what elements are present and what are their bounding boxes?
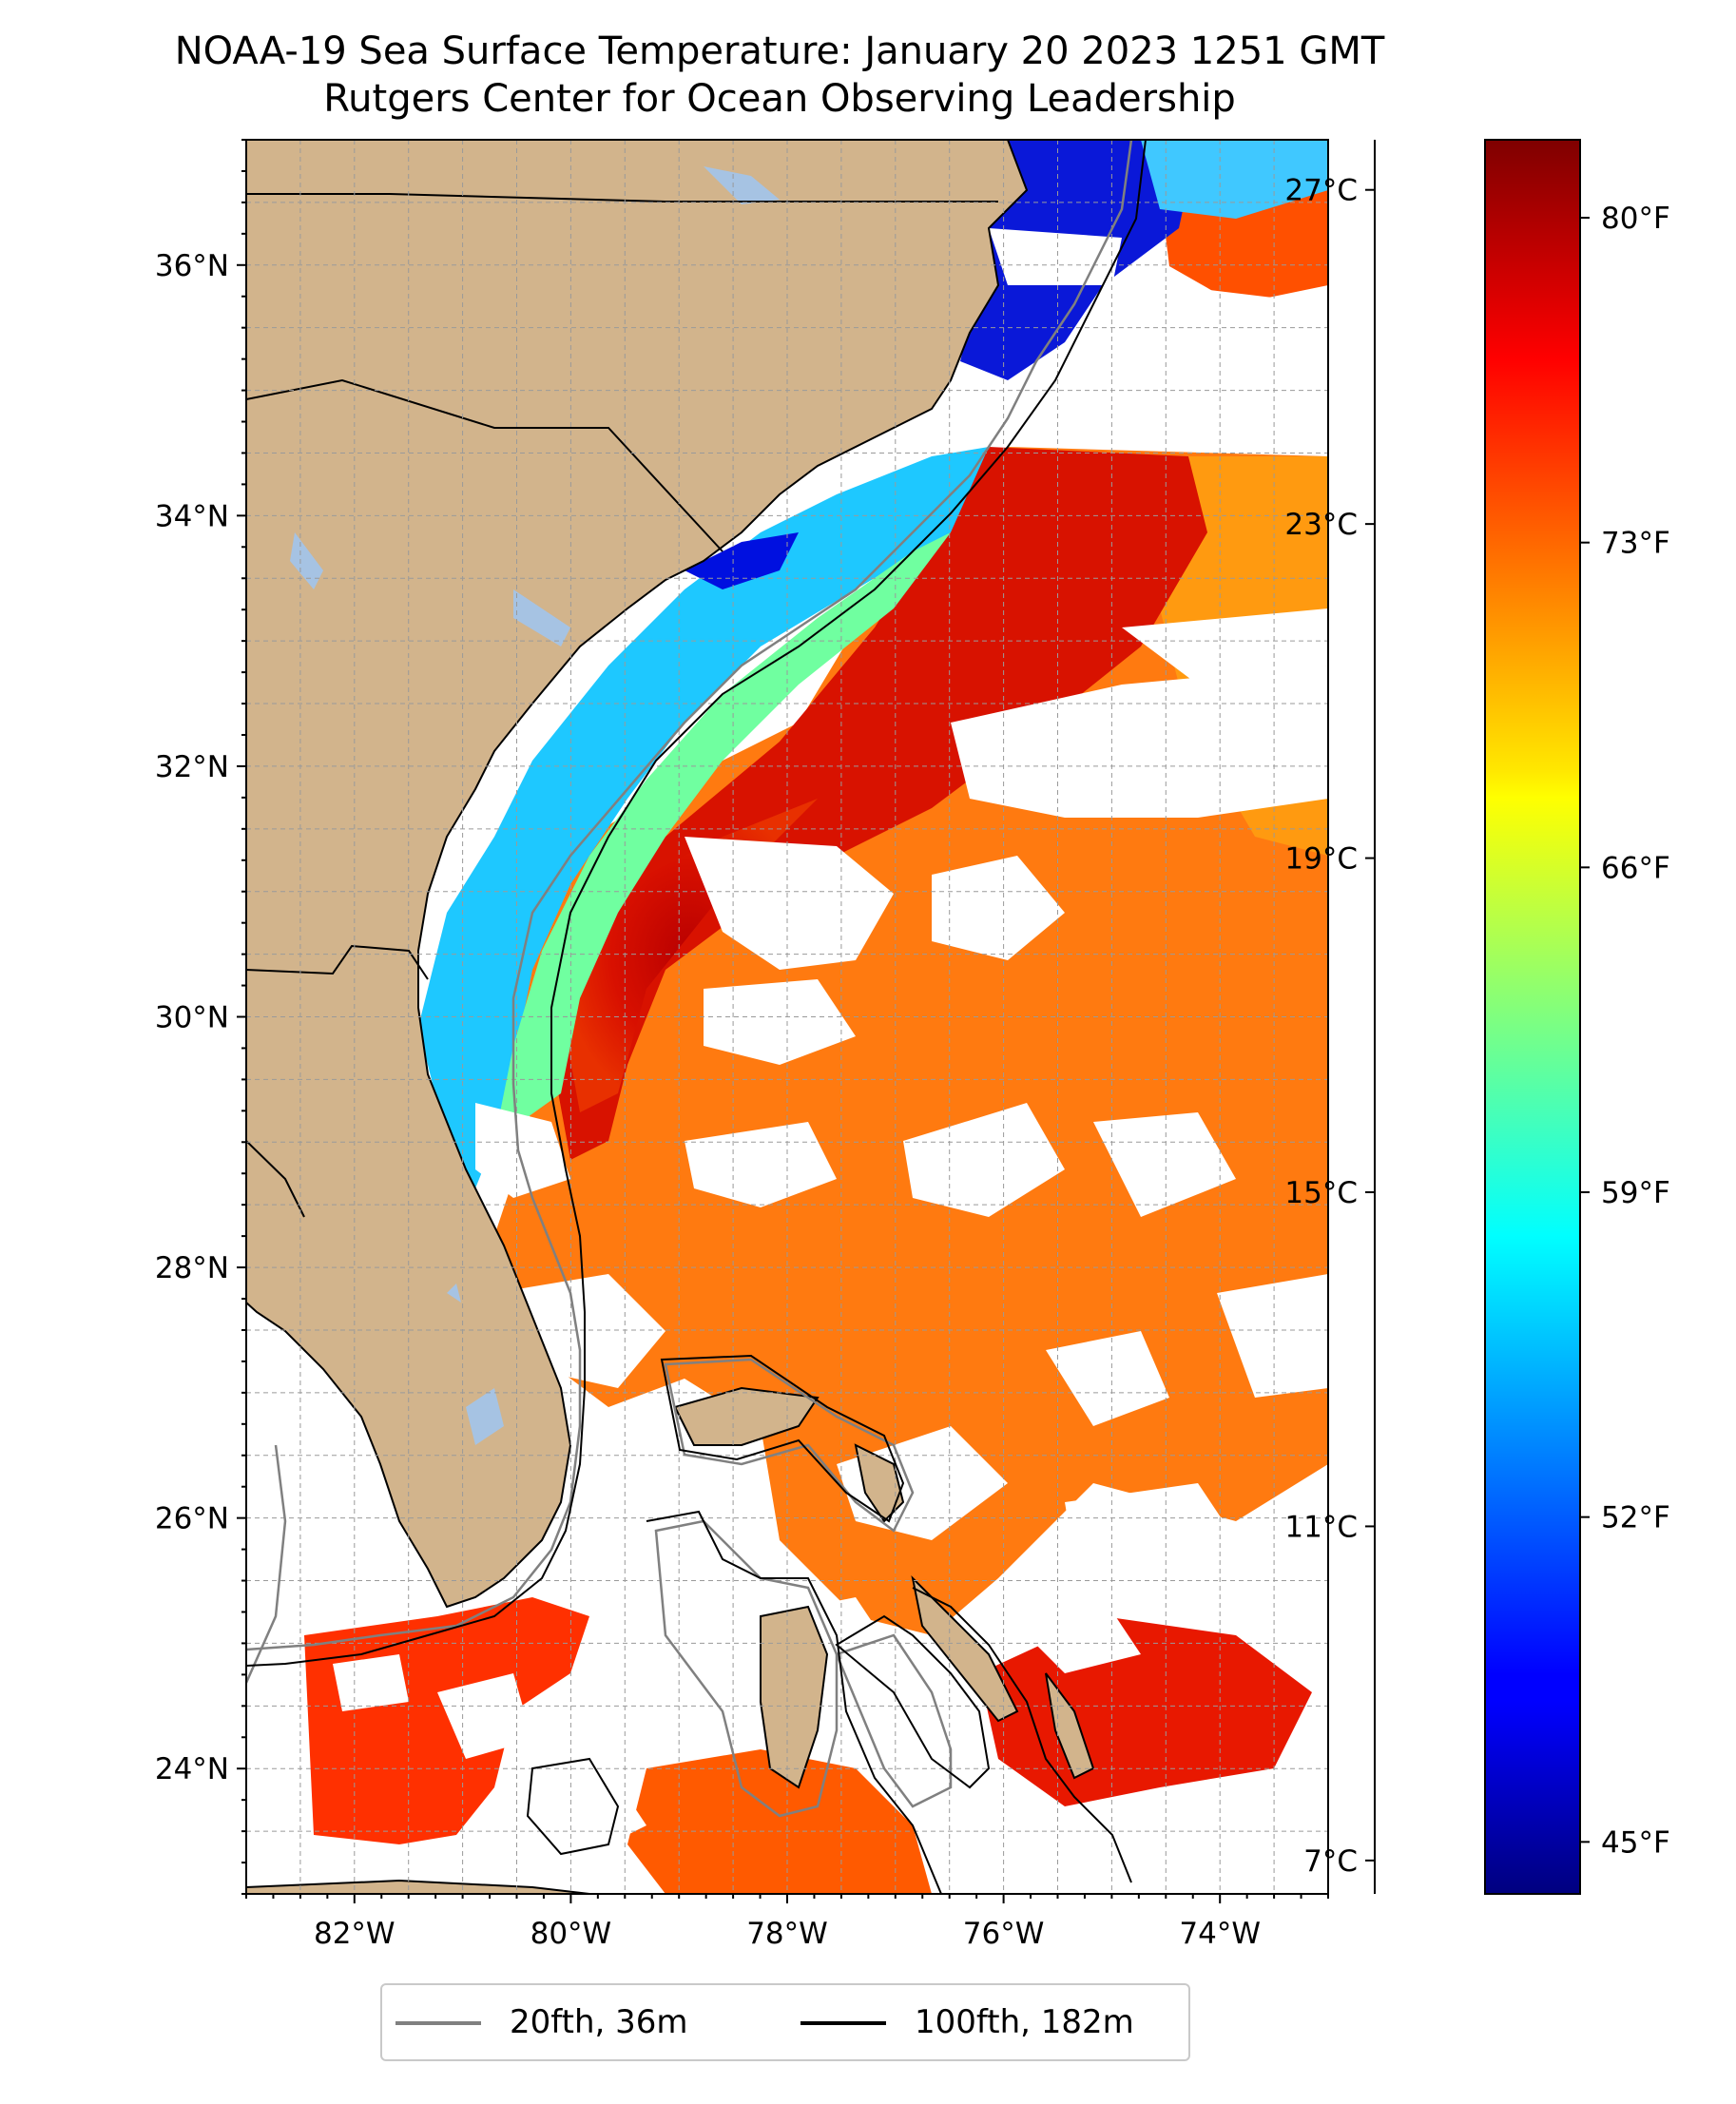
lon-tick-label: 80°W (530, 1917, 612, 1951)
isobath-20fth (246, 140, 1133, 1818)
legend-swatch-20fth (395, 2021, 481, 2025)
lat-tick-label: 26°N (155, 1502, 229, 1536)
sounds-cyan (1141, 140, 1328, 219)
lon-tick-label: 82°W (314, 1917, 395, 1951)
lat-tick-label: 36°N (155, 249, 229, 283)
chart-title: NOAA-19 Sea Surface Temperature: January… (174, 29, 1385, 73)
lat-tick-label: 30°N (155, 1001, 229, 1035)
lat-tick-label: 32°N (155, 750, 229, 784)
sst-field-south-bahamas (627, 1749, 932, 1894)
lat-tick-label: 34°N (155, 499, 229, 533)
land-eleuthera (911, 1574, 1019, 1723)
lat-tick-label: 24°N (155, 1752, 229, 1786)
land-cuba-edge (246, 1879, 590, 1894)
land-southeast-us (246, 140, 1029, 1609)
coastal-deep-blue (685, 532, 799, 589)
map-area (246, 140, 1328, 1894)
inland-water-bodies (290, 166, 780, 1445)
colorbar (1484, 139, 1581, 1895)
chart-subtitle: Rutgers Center for Ocean Observing Leade… (323, 77, 1236, 121)
celsius-tick-label: 11°C (1284, 1510, 1358, 1544)
land-grand-bahama (673, 1386, 820, 1446)
celsius-tick-label: 23°C (1284, 508, 1358, 542)
lon-tick-label: 74°W (1179, 1917, 1261, 1951)
state-boundaries (246, 193, 998, 1218)
fahrenheit-tick-label: 45°F (1601, 1825, 1670, 1860)
fahrenheit-tick-label: 73°F (1601, 527, 1670, 561)
colorbar-celsius-axis: 27°C 23°C 19°C 15°C 11°C 7°C (1284, 140, 1376, 1894)
fahrenheit-tick-label: 59°F (1601, 1176, 1670, 1210)
isobath-100fth (246, 140, 1147, 1894)
lon-tick-label: 78°W (746, 1917, 828, 1951)
legend-label-100fth: 100fth, 182m (915, 2003, 1134, 2041)
isobath-legend: 20fth, 36m 100fth, 182m (380, 1983, 1190, 2061)
lon-tick-label: 76°W (963, 1917, 1045, 1951)
celsius-tick-label: 15°C (1284, 1176, 1358, 1210)
gulf-stream-core (551, 447, 1207, 1160)
celsius-tick-label: 7°C (1303, 1844, 1358, 1879)
gridlines (246, 140, 1328, 1894)
lat-tick-label: 28°N (155, 1251, 229, 1285)
longitude-axis: 82°W 80°W 78°W 76°W 74°W (245, 1894, 1329, 1951)
colorbar-fahrenheit-axis: 80°F 73°F 66°F 59°F 52°F 45°F (1580, 202, 1670, 1860)
fahrenheit-tick-label: 66°F (1601, 851, 1670, 885)
legend-swatch-100fth (800, 2021, 886, 2025)
coastal-green-band (494, 532, 951, 1141)
fahrenheit-tick-label: 80°F (1601, 202, 1670, 236)
latitude-axis: 24°N 26°N 28°N 30°N 32°N 34°N 36°N (155, 139, 246, 1895)
celsius-tick-label: 27°C (1284, 174, 1358, 208)
celsius-tick-label: 19°C (1284, 842, 1358, 877)
land-andros (760, 1605, 829, 1789)
fahrenheit-tick-label: 52°F (1601, 1501, 1670, 1535)
legend-label-20fth: 20fth, 36m (510, 2003, 688, 2041)
land-abaco (854, 1443, 905, 1523)
